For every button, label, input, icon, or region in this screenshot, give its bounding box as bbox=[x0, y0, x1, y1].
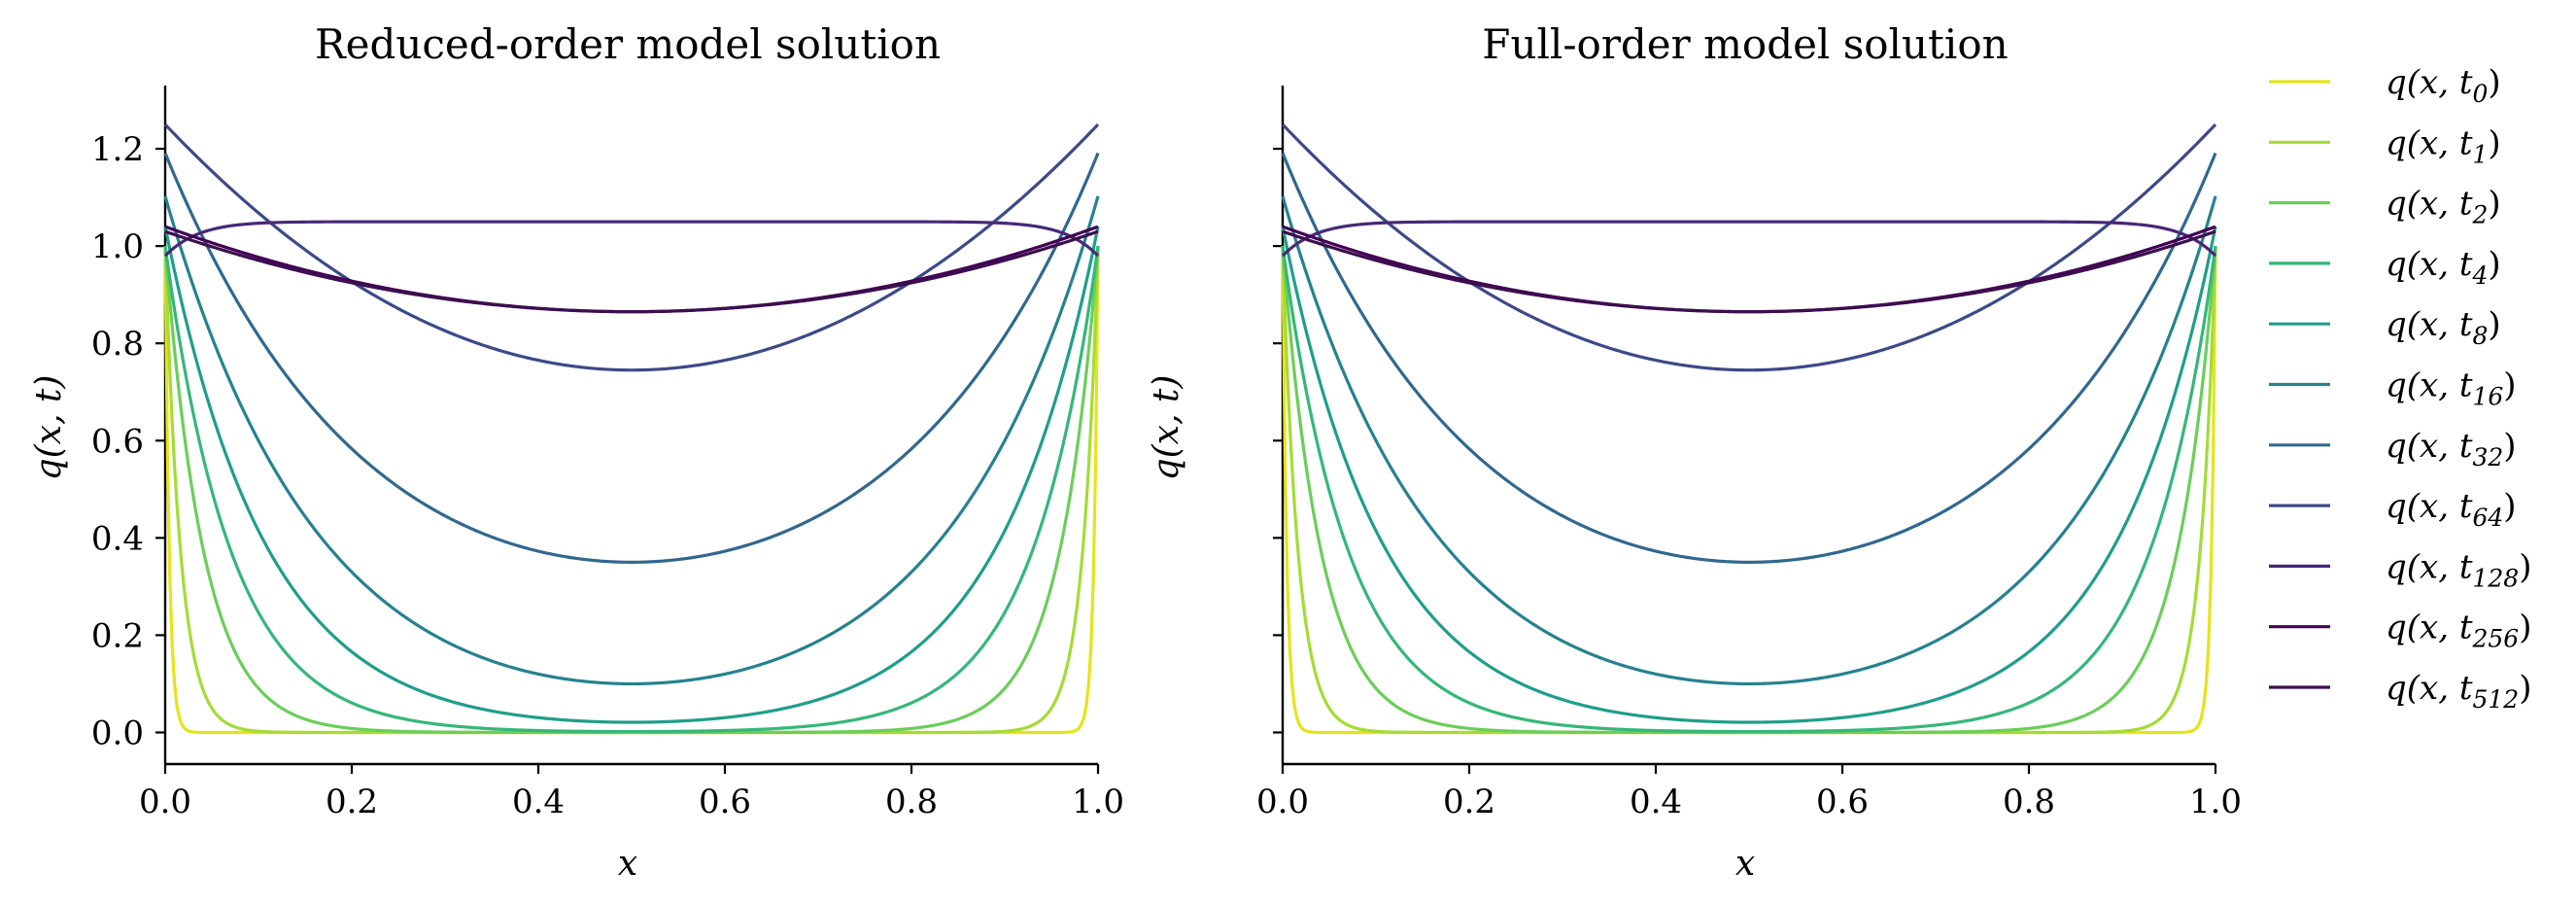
series-line-256 bbox=[1282, 225, 2216, 314]
y-tick-label: 1.0 bbox=[91, 227, 144, 266]
x-tick-label: 0.2 bbox=[1443, 783, 1495, 821]
x-tick-label: 0.4 bbox=[512, 783, 565, 821]
y-tick-label: 1.2 bbox=[91, 130, 144, 169]
legend-label-4: q(x, t4) bbox=[2386, 245, 2501, 290]
legend-label-0: q(x, t0) bbox=[2386, 63, 2501, 108]
x-axis-label: x bbox=[1735, 844, 1755, 884]
series-line-8 bbox=[163, 226, 1100, 724]
series-line-16 bbox=[163, 195, 1100, 686]
panel-full-order: Full-order model solution x q(x, t) 0.0 0… bbox=[1147, 20, 2242, 884]
series-line-128 bbox=[163, 220, 1100, 258]
series-line-128 bbox=[1281, 220, 2217, 258]
panel-title: Full-order model solution bbox=[1482, 20, 2008, 68]
x-tick-label: 0.6 bbox=[699, 783, 751, 821]
series-line-8 bbox=[1281, 226, 2217, 724]
series-line-4 bbox=[163, 245, 1100, 734]
series-line-0 bbox=[163, 246, 1100, 735]
series-line-256 bbox=[164, 225, 1099, 314]
x-tick-label: 0.2 bbox=[326, 783, 378, 821]
series-line-4 bbox=[1281, 245, 2217, 734]
y-tick-label: 0.2 bbox=[91, 616, 144, 655]
x-tick-label: 0.8 bbox=[885, 783, 938, 821]
x-tick-label: 1.0 bbox=[1072, 783, 1124, 821]
legend-label-512: q(x, t512) bbox=[2386, 669, 2531, 714]
legend-label-256: q(x, t256) bbox=[2386, 609, 2531, 653]
x-tick-label: 0.6 bbox=[1816, 783, 1869, 821]
legend-label-8: q(x, t8) bbox=[2386, 305, 2501, 350]
x-tick-label: 1.0 bbox=[2189, 783, 2242, 821]
x-tick-label: 0.4 bbox=[1630, 783, 1682, 821]
series-line-512 bbox=[164, 229, 1099, 314]
y-tick-label: 0.6 bbox=[91, 422, 144, 461]
x-tick-label: 0.0 bbox=[139, 783, 191, 821]
y-tick-label: 0.8 bbox=[91, 325, 144, 364]
legend-label-128: q(x, t128) bbox=[2386, 547, 2531, 592]
legend-label-32: q(x, t32) bbox=[2386, 427, 2517, 471]
series-line-0 bbox=[1281, 246, 2217, 735]
series-line-1 bbox=[163, 246, 1100, 735]
legend: q(x, t0) q(x, t1) q(x, t2) q(x, t4) q(x, t8)… bbox=[2269, 63, 2531, 714]
series-line-32 bbox=[1281, 152, 2217, 564]
x-tick-label: 0.8 bbox=[2003, 783, 2055, 821]
series-line-16 bbox=[1281, 195, 2217, 686]
y-tick-label: 0.0 bbox=[91, 714, 144, 752]
x-axis-label: x bbox=[618, 844, 637, 884]
legend-label-1: q(x, t1) bbox=[2386, 123, 2501, 168]
panel-reduced-order: Reduced-order model solution x q(x, t) 0… bbox=[29, 20, 1124, 884]
series-line-64 bbox=[163, 122, 1100, 372]
legend-label-2: q(x, t2) bbox=[2386, 185, 2501, 229]
y-tick-label: 0.4 bbox=[91, 519, 144, 558]
series-line-2 bbox=[1281, 245, 2217, 735]
legend-label-64: q(x, t64) bbox=[2386, 487, 2517, 532]
series-line-64 bbox=[1281, 122, 2217, 372]
series-line-32 bbox=[163, 152, 1100, 564]
series-line-512 bbox=[1282, 229, 2216, 314]
y-axis-label: q(x, t) bbox=[1147, 375, 1186, 481]
y-axis-label: q(x, t) bbox=[29, 375, 69, 481]
x-tick-label: 0.0 bbox=[1256, 783, 1309, 821]
series-line-1 bbox=[1281, 246, 2217, 735]
legend-label-16: q(x, t16) bbox=[2386, 366, 2517, 411]
panel-title: Reduced-order model solution bbox=[315, 20, 941, 68]
series-line-2 bbox=[163, 245, 1100, 735]
